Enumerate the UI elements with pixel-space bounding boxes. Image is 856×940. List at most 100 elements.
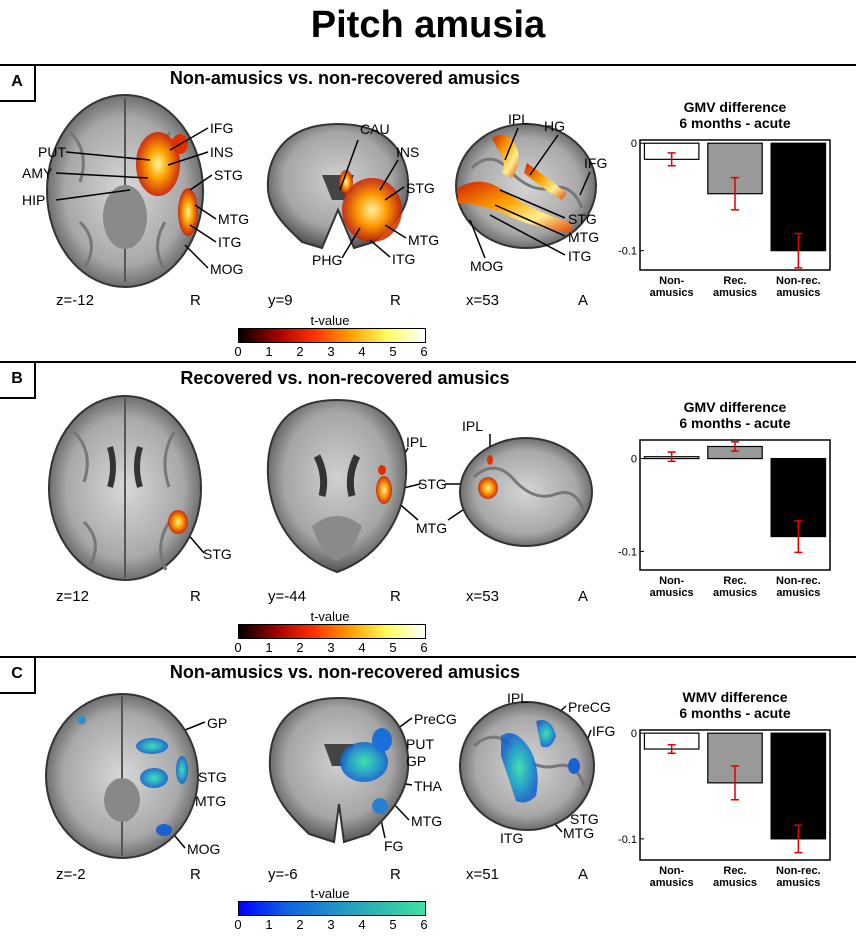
orientation-label: R: [390, 588, 401, 605]
label-hip: HIP: [22, 192, 46, 208]
coord-label: y=9: [268, 292, 293, 309]
colorbar-tick: 2: [296, 917, 304, 932]
label-ipl-b: IPL: [406, 434, 428, 450]
panel-letter-b: B: [0, 363, 36, 399]
colorbar-tick: 2: [296, 344, 304, 359]
colorbar-title: t-value: [310, 886, 350, 901]
label-mtg: MTG: [218, 211, 250, 227]
label-stg-b: STG: [203, 546, 232, 562]
label-ins-cor: INS: [396, 144, 420, 160]
colorbar-tick: 6: [420, 344, 428, 359]
label-gp: GP: [207, 715, 228, 731]
category-label: Rec.: [723, 865, 746, 877]
coord-label: y=-6: [268, 866, 298, 883]
chart-title: 6 months - acute: [679, 115, 790, 131]
plot-frame: [639, 139, 831, 271]
colorbar-winter: [238, 901, 426, 916]
panel-divider: [0, 656, 856, 658]
coord-label: x=51: [466, 866, 499, 883]
coord-label: x=53: [466, 292, 499, 309]
category-label: amusics: [650, 877, 694, 889]
orientation-label: A: [578, 866, 589, 883]
y-tick-label: -0.1: [618, 546, 637, 558]
y-tick-label: 0: [631, 728, 637, 740]
label-stg-sag: STG: [568, 211, 597, 227]
label-stg-cor: STG: [406, 180, 435, 196]
chart-title: 6 months - acute: [679, 705, 790, 721]
category-label: amusics: [650, 587, 694, 599]
label-stg-c: STG: [198, 769, 227, 785]
category-label: Rec.: [723, 275, 746, 287]
brain-axial-slice-b: [48, 395, 202, 581]
panel-letter-a: A: [0, 66, 36, 102]
coord-label: z=-2: [56, 866, 86, 883]
colorbar-title: t-value: [310, 313, 350, 328]
category-label: amusics: [713, 287, 757, 299]
label-stg-b-cor: STG: [418, 476, 447, 492]
label-mtg-c: MTG: [195, 793, 227, 809]
category-label: amusics: [650, 287, 694, 299]
label-gp-c: GP: [406, 753, 427, 769]
label-tha: THA: [414, 778, 442, 794]
colorbar-tick: 4: [358, 344, 366, 359]
coord-label: z=12: [56, 588, 89, 605]
colorbar-tick: 5: [389, 917, 397, 932]
colorbar-tick: 3: [327, 344, 335, 359]
plot-frame: [639, 729, 831, 861]
label-mtg-b: MTG: [416, 520, 448, 536]
label-put: PUT: [38, 144, 66, 160]
label-mtg-c-sag: MTG: [563, 825, 595, 841]
category-label: Rec.: [723, 575, 746, 587]
colorbar-tick: 4: [358, 917, 366, 932]
colorbar-tick: 1: [265, 917, 273, 932]
colorbar-tick: 0: [234, 344, 242, 359]
panel-divider: [0, 361, 856, 363]
bar: [770, 457, 827, 538]
label-fg: FG: [384, 838, 404, 854]
label-cau: CAU: [360, 121, 390, 137]
panel-c-title: Non-amusics vs. non-recovered amusics: [169, 662, 521, 682]
label-ifg-c: IFG: [592, 723, 616, 739]
y-tick-label: 0: [631, 138, 637, 150]
label-mog: MOG: [210, 261, 244, 277]
label-mog-sag: MOG: [470, 258, 504, 274]
label-mog-c: MOG: [187, 841, 221, 857]
y-tick-label: -0.1: [618, 246, 637, 258]
category-label: Non-: [659, 575, 684, 587]
label-amy: AMY: [22, 165, 53, 181]
orientation-label: R: [190, 866, 201, 883]
brain-coronal-slice-a: [266, 122, 410, 250]
colorbar-tick: 6: [420, 640, 428, 655]
orientation-label: A: [578, 588, 589, 605]
coord-label: y=-44: [268, 588, 306, 605]
label-mtg-sag: MTG: [568, 229, 600, 245]
y-tick-label: 0: [631, 454, 637, 466]
colorbar-tick: 2: [296, 640, 304, 655]
colorbar-tick: 5: [389, 640, 397, 655]
label-ipl-c: IPL: [507, 690, 529, 706]
brain-axial-slice-a: [46, 94, 204, 288]
coord-label: x=53: [466, 588, 499, 605]
panel-b-title: Recovered vs. non-recovered amusics: [180, 368, 510, 388]
label-ins: INS: [210, 144, 234, 160]
label-ipl-b-sag: IPL: [462, 418, 484, 434]
colorbar-tick: 6: [420, 917, 428, 932]
label-itg: ITG: [218, 234, 242, 250]
figure-title: Pitch amusia: [310, 4, 546, 46]
brain-sagittal-slice-b: [459, 437, 593, 547]
label-phg: PHG: [312, 252, 343, 268]
colorbar-tick: 5: [389, 344, 397, 359]
brain-coronal-slice-b: [266, 398, 408, 574]
brain-sagittal-slice-c: [459, 701, 595, 831]
coord-label: z=-12: [56, 292, 94, 309]
panel-a-title: Non-amusics vs. non-recovered amusics: [169, 68, 521, 88]
label-ifg-sag: IFG: [584, 155, 608, 171]
category-label: amusics: [713, 587, 757, 599]
label-ifg: IFG: [210, 120, 234, 136]
colorbar-hot: [238, 328, 426, 343]
brain-axial-slice-c: [45, 693, 199, 859]
panel-letter-c: C: [0, 658, 36, 694]
